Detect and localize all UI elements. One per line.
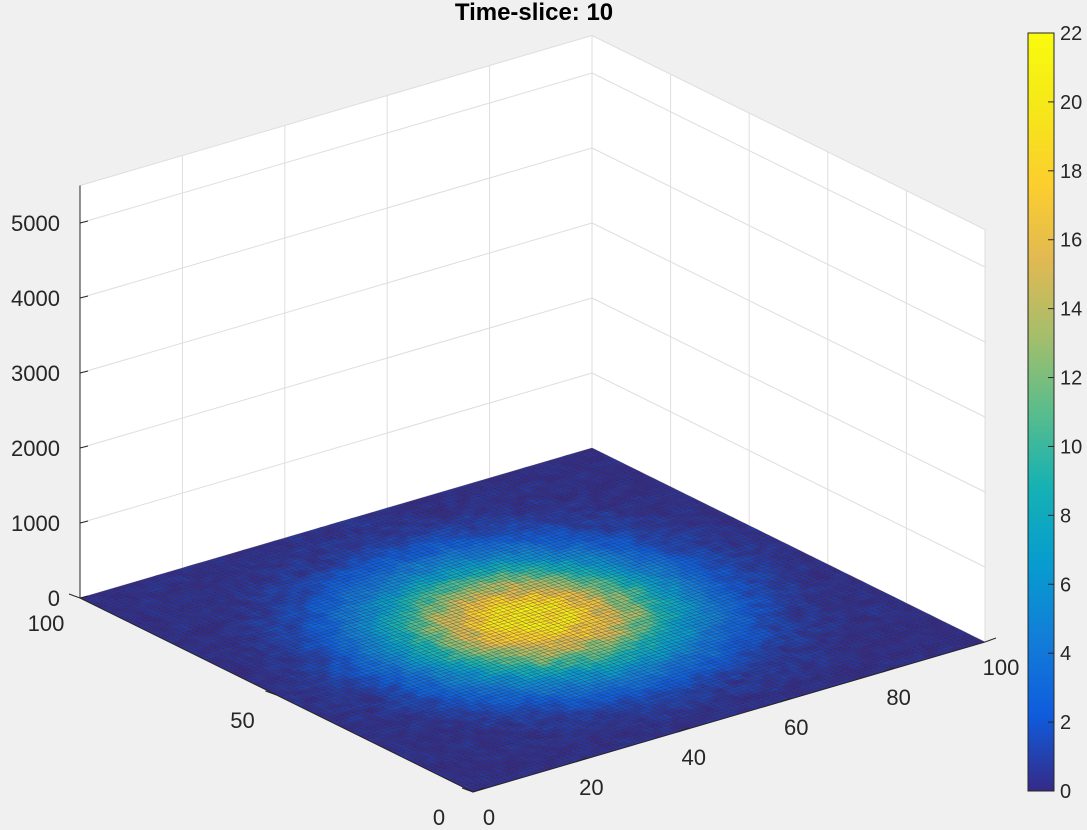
gridline-top [79, 35, 593, 186]
gridline-z [79, 72, 593, 224]
gridline-z [591, 147, 986, 343]
gridline-z [79, 147, 593, 299]
gridline-z [591, 72, 986, 268]
surface-plot [79, 447, 986, 793]
gridline-z [79, 222, 593, 374]
back-pane-left [80, 35, 592, 598]
gridline-top [591, 35, 986, 230]
back-pane-right [592, 35, 985, 642]
gridline-z [591, 222, 986, 418]
chart-title: Time-slice: 10 [455, 0, 613, 26]
axis-panes [80, 35, 985, 642]
gridline-z [591, 297, 986, 493]
gridline-z [79, 297, 593, 449]
gridline-z [79, 372, 593, 524]
gridline-z [591, 372, 986, 568]
